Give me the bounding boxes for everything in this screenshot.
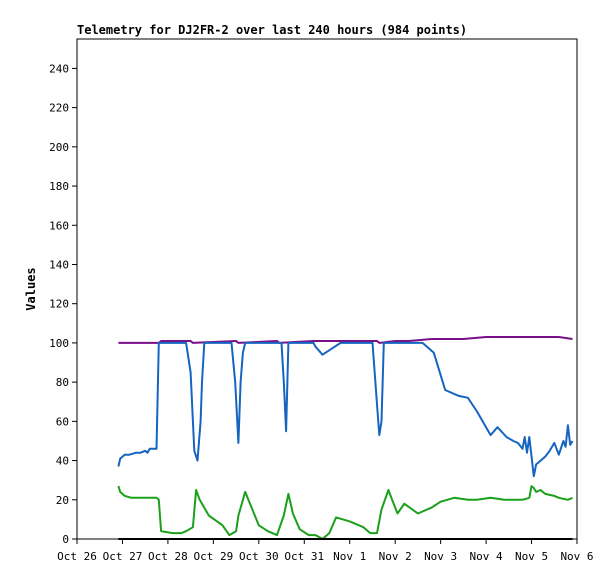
y-tick-label: 140 [49,258,69,271]
series-line-2 [117,485,573,540]
series-line-0 [118,336,573,344]
y-tick-label: 20 [56,494,69,507]
plot-frame [76,38,578,540]
series-layer [117,336,574,540]
x-tick-label: Nov 4 [470,550,503,563]
y-axis-ticks: 0 20 40 60 80 100 120 140 160 180 200 220 240 [49,62,77,546]
y-tick-label: 80 [56,376,69,389]
x-tick-label: Oct 26 [57,550,97,563]
x-tick-label: Oct 27 [103,550,143,563]
y-tick-label: 0 [62,533,69,546]
y-tick-label: 240 [49,62,69,75]
x-tick-label: Nov 2 [379,550,412,563]
x-axis-ticks: Oct 26 Oct 27 Oct 28 Oct 29 Oct 30 Oct 31 Nov … [57,539,594,563]
y-tick-label: 100 [49,337,69,350]
x-tick-label: Nov 3 [424,550,457,563]
y-tick-label: 220 [49,102,69,115]
y-axis-label: Values [24,267,38,310]
y-tick-label: 160 [49,219,69,232]
x-tick-label: Nov 6 [560,550,593,563]
y-tick-label: 120 [49,298,69,311]
x-tick-label: Nov 1 [333,550,366,563]
x-tick-label: Oct 31 [284,550,324,563]
x-tick-label: Oct 28 [148,550,188,563]
y-tick-label: 40 [56,455,69,468]
y-tick-label: 60 [56,415,69,428]
y-tick-label: 180 [49,180,69,193]
x-tick-label: Oct 30 [239,550,279,563]
x-tick-label: Nov 5 [515,550,548,563]
x-tick-label: Oct 29 [193,550,233,563]
chart-title: Telemetry for DJ2FR-2 over last 240 hour… [77,23,467,37]
y-tick-label: 200 [49,141,69,154]
series-line-1 [117,341,574,478]
